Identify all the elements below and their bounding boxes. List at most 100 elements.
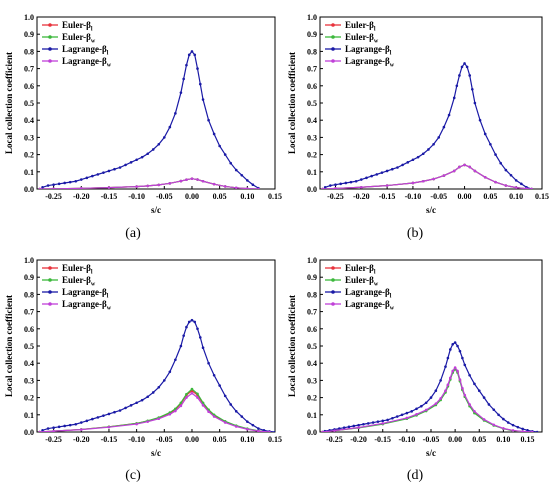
- data-point: [240, 415, 244, 418]
- x-tick-label: -0.10: [128, 435, 145, 444]
- data-point: [424, 401, 428, 405]
- data-point: [174, 358, 177, 362]
- data-point: [375, 173, 379, 176]
- y-tick-label: 0.3: [24, 376, 34, 385]
- data-point: [38, 187, 42, 189]
- data-point: [257, 427, 260, 430]
- data-point: [477, 389, 481, 393]
- x-tick-label: -0.25: [45, 435, 62, 444]
- data-point: [41, 185, 44, 189]
- legend-label: Lagrange-βw: [345, 299, 395, 312]
- data-point: [463, 163, 466, 167]
- data-point: [329, 184, 332, 187]
- data-point: [452, 169, 456, 173]
- data-point: [234, 425, 238, 428]
- data-point: [352, 424, 356, 428]
- data-point: [107, 412, 111, 416]
- data-point: [432, 177, 435, 181]
- data-point: [91, 417, 94, 421]
- y-tick-label: 0.7: [307, 308, 317, 317]
- data-point: [357, 423, 360, 427]
- data-point: [135, 401, 138, 405]
- data-point: [190, 50, 194, 53]
- data-point: [79, 428, 83, 431]
- x-tick-label: 0.15: [268, 435, 282, 444]
- data-point: [234, 186, 238, 189]
- data-point: [362, 422, 365, 426]
- x-tick-label: 0.10: [240, 192, 254, 201]
- y-tick-label: 0.4: [24, 116, 34, 125]
- plot-area: [321, 62, 533, 189]
- x-tick-label: -0.20: [73, 435, 90, 444]
- y-tick-label: 0.8: [24, 47, 34, 56]
- data-point: [157, 183, 161, 187]
- legend-swatch-marker: [331, 35, 335, 39]
- data-point: [451, 369, 455, 373]
- data-point: [437, 136, 441, 139]
- data-point: [85, 176, 89, 180]
- panel-label-d: (d): [407, 468, 424, 483]
- legend-label: Euler-βl: [62, 263, 93, 276]
- data-point: [460, 65, 464, 69]
- data-point: [370, 174, 373, 178]
- y-axis-label: Local collection coefficient: [287, 52, 297, 154]
- legend-label: Euler-βw: [62, 275, 96, 288]
- x-tick-label: 0.00: [185, 435, 199, 444]
- data-point: [526, 428, 529, 432]
- data-point: [185, 392, 188, 396]
- data-point: [504, 184, 508, 187]
- y-tick-label: 0.9: [307, 30, 317, 39]
- data-point: [135, 158, 138, 162]
- data-point: [57, 182, 61, 186]
- data-point: [521, 427, 524, 431]
- legend-swatch-marker: [48, 278, 52, 282]
- panel-label-a: (a): [125, 226, 141, 241]
- series-line: [324, 62, 532, 189]
- data-point: [447, 113, 451, 117]
- data-point: [68, 423, 72, 427]
- x-tick-label: -0.15: [374, 435, 391, 444]
- data-point: [334, 187, 337, 189]
- y-tick-label: 0.7: [24, 308, 34, 317]
- data-point: [360, 185, 363, 189]
- data-point: [376, 420, 380, 423]
- x-tick-label: -0.05: [430, 192, 447, 201]
- data-point: [396, 166, 399, 169]
- data-point: [79, 178, 83, 181]
- data-point: [530, 187, 533, 189]
- y-tick-label: 0.0: [24, 428, 34, 437]
- data-point: [185, 396, 188, 399]
- data-point: [107, 186, 111, 189]
- y-tick-label: 0.3: [307, 376, 317, 385]
- data-point: [223, 421, 227, 424]
- data-point: [185, 325, 188, 329]
- data-point: [468, 403, 471, 406]
- data-point: [342, 426, 346, 430]
- data-point: [511, 429, 515, 432]
- data-point: [113, 167, 116, 171]
- x-tick-label: 0.05: [213, 192, 227, 201]
- y-tick-label: 0.5: [24, 99, 34, 108]
- data-point: [471, 87, 474, 91]
- legend-swatch-marker: [331, 278, 335, 282]
- data-point: [124, 406, 127, 410]
- data-point: [492, 423, 496, 427]
- y-tick-label: 1.0: [24, 13, 34, 22]
- data-point: [85, 419, 89, 423]
- data-point: [174, 112, 177, 115]
- legend-swatch-marker: [48, 302, 52, 306]
- data-point: [514, 186, 518, 189]
- data-point: [520, 182, 523, 186]
- data-point: [452, 96, 456, 100]
- legend-swatch-marker: [48, 290, 52, 294]
- y-tick-label: 0.6: [307, 82, 317, 91]
- panel-label-c: (c): [125, 468, 141, 483]
- data-point: [521, 430, 524, 432]
- data-point: [234, 410, 238, 413]
- series-line: [324, 341, 538, 432]
- data-point: [321, 187, 324, 189]
- data-point: [386, 418, 389, 422]
- y-tick-label: 0.1: [307, 168, 317, 177]
- data-point: [168, 370, 172, 374]
- data-point: [246, 179, 249, 182]
